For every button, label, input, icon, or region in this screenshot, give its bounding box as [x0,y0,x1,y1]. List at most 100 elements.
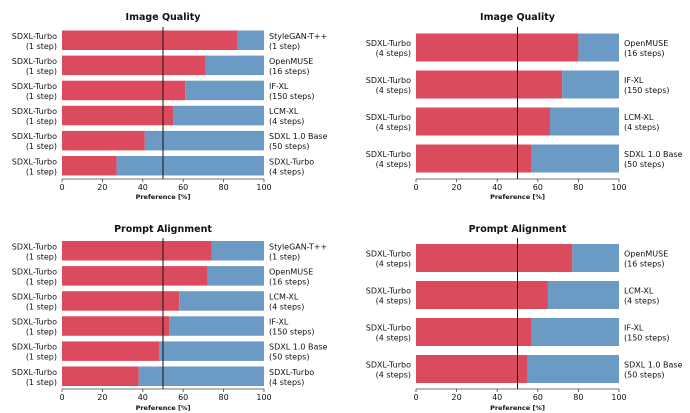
chart-title: Image Quality [480,12,556,23]
left-label: SDXL-Turbo (1 step) [12,157,57,176]
right-label: SDXL-Turbo (4 steps) [269,368,314,387]
left-label-line: SDXL-Turbo [366,113,411,122]
right-label-line: (150 steps) [269,328,315,337]
right-label-line: (50 steps) [624,160,664,169]
left-label-line: (4 steps) [376,334,411,343]
right-label-line: (150 steps) [269,92,315,101]
right-label-line: (4 steps) [269,302,304,311]
left-label-line: (4 steps) [376,260,411,269]
left-label-line: SDXL-Turbo [12,242,57,251]
x-tick-label: 60 [178,183,188,192]
bar-sdxl-turbo [62,266,208,286]
left-label-line: SDXL-Turbo [366,76,411,85]
right-label-line: (4 steps) [269,117,304,126]
left-label: SDXL-Turbo (4 steps) [366,250,411,269]
bar-sdxl-turbo [62,30,238,50]
right-label-line: IF-XL [269,82,289,91]
right-label-line: LCM-XL [269,107,299,116]
left-label-line: (4 steps) [376,371,411,380]
left-label-line: (1 step) [26,302,57,311]
left-label-line: SDXL-Turbo [12,82,57,91]
left-label: SDXL-Turbo (1 step) [12,242,57,261]
bar-sdxl-turbo [62,55,206,76]
bar-other-model [173,105,264,126]
bar-sdxl-turbo [62,316,170,336]
right-label-line: (150 steps) [624,334,670,343]
bar-sdxl-turbo [62,291,180,311]
right-label-line: IF-XL [269,318,289,327]
right-label-line: (4 steps) [269,167,304,176]
x-tick-label: 40 [492,183,502,192]
left-label: SDXL-Turbo (4 steps) [366,76,411,95]
bar-other-model [207,266,264,286]
bar-sdxl-turbo [416,144,532,173]
left-label-line: SDXL-Turbo [366,324,411,333]
left-label-line: SDXL-Turbo [12,57,57,66]
right-label-line: StyleGAN-T++ [269,242,327,251]
right-label: IF-XL (150 steps) [624,324,670,343]
left-label: SDXL-Turbo (4 steps) [366,324,411,343]
right-label-line: LCM-XL [624,287,654,296]
left-label-line: (1 step) [26,67,57,76]
right-label-line: OpenMUSE [269,267,313,276]
left-label: SDXL-Turbo (4 steps) [366,39,411,58]
bar-other-model [237,30,264,50]
right-label-line: IF-XL [624,324,644,333]
bar-other-model [211,241,264,261]
right-label: StyleGAN-T++ (1 step) [269,242,327,261]
x-tick-label: 0 [413,393,418,402]
right-label: IF-XL (150 steps) [269,82,315,101]
x-tick-label: 0 [413,183,418,192]
x-tick-label: 40 [138,183,148,192]
left-label-line: SDXL-Turbo [366,250,411,259]
left-label: SDXL-Turbo (1 step) [12,132,57,151]
right-label-line: SDXL 1.0 Base [624,150,683,159]
x-axis-label: Preference [%] [490,193,545,201]
x-tick-label: 20 [452,183,462,192]
x-tick-label: 0 [59,393,64,402]
x-tick-label: 80 [573,183,583,192]
left-label: SDXL-Turbo (1 step) [12,82,57,101]
right-label-line: (50 steps) [624,371,664,380]
right-label-line: SDXL 1.0 Base [269,343,328,352]
right-label: OpenMUSE (16 steps) [269,267,313,286]
left-label: SDXL-Turbo (4 steps) [366,150,411,169]
right-label-line: (16 steps) [624,260,664,269]
right-label: IF-XL (150 steps) [269,318,315,337]
right-label: LCM-XL (4 steps) [624,287,659,306]
bar-sdxl-turbo [62,241,212,261]
left-label-line: SDXL-Turbo [12,292,57,301]
right-label-line: OpenMUSE [624,250,668,259]
left-label-line: SDXL-Turbo [366,150,411,159]
chart-title: Prompt Alignment [114,224,212,235]
x-tick-label: 20 [452,393,462,402]
chart-title: Prompt Alignment [469,224,567,235]
left-label-line: SDXL-Turbo [366,361,411,370]
left-label-line: SDXL-Turbo [12,368,57,377]
right-label: IF-XL (150 steps) [624,76,670,95]
bar-sdxl-turbo [416,318,532,346]
bar-sdxl-turbo [62,80,186,101]
bar-sdxl-turbo [416,355,528,383]
right-label-line: LCM-XL [624,113,654,122]
right-label-line: (4 steps) [269,378,304,387]
x-tick-label: 60 [533,393,543,402]
right-label: OpenMUSE (16 steps) [269,57,313,76]
x-tick-label: 60 [178,393,188,402]
right-label-line: SDXL-Turbo [269,157,314,166]
right-label: SDXL 1.0 Base (50 steps) [624,150,683,169]
left-label-line: (4 steps) [376,86,411,95]
left-label: SDXL-Turbo (1 step) [12,292,57,311]
right-label: SDXL 1.0 Base (50 steps) [624,361,683,380]
x-tick-label: 80 [219,393,229,402]
left-label: SDXL-Turbo (1 step) [12,57,57,76]
left-label-line: (1 step) [26,42,57,51]
right-label-line: (16 steps) [269,67,309,76]
left-label-line: (1 step) [26,117,57,126]
left-label-line: (1 step) [26,328,57,337]
right-label-line: (50 steps) [269,353,309,362]
right-label-line: SDXL-Turbo [269,368,314,377]
